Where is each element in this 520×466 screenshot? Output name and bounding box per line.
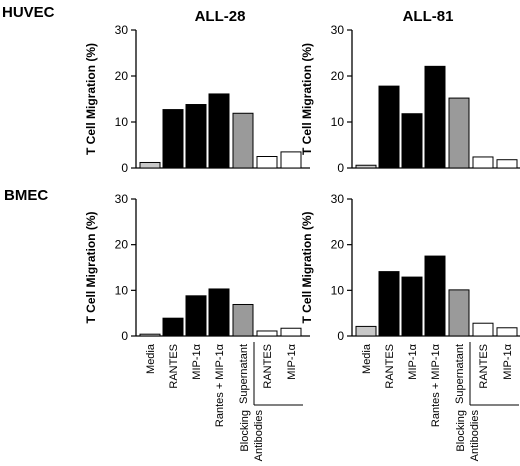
bar-bmec-all-28-4 — [232, 303, 254, 337]
y-tick-label-bmec-all-81: 30 — [331, 192, 345, 206]
column-title-all-81: ALL-81 — [402, 8, 454, 25]
y-tick-label-bmec-all-28: 10 — [115, 283, 129, 297]
group-label-line1-left: Blocking — [239, 410, 251, 452]
bar-bmec-all-81-0 — [355, 325, 377, 337]
x-tick-label-right-6: MIP-1α — [502, 343, 514, 379]
x-tick-label-left-6: MIP-1α — [286, 343, 298, 379]
y-tick-label-bmec-all-28: 20 — [115, 238, 129, 252]
bar-bmec-all-28-2 — [185, 295, 207, 337]
bar-huvec-all-81-4 — [448, 97, 470, 169]
bar-bmec-all-28-1 — [162, 317, 184, 337]
x-tick-label-left-3: Rantes + MIP-1α — [214, 343, 226, 427]
bar-bmec-all-28-5 — [256, 330, 278, 337]
x-tick-label-right-2: MIP-1α — [407, 343, 419, 379]
group-label-line2-left: Antibodies — [253, 410, 265, 462]
y-tick-label-huvec-all-28: 20 — [115, 69, 129, 83]
bar-huvec-all-28-0 — [139, 161, 161, 169]
bar-huvec-all-81-0 — [355, 164, 377, 169]
y-tick-label-huvec-all-81: 0 — [337, 161, 344, 175]
x-tick-label-right-0: Media — [361, 343, 373, 374]
y-tick-label-bmec-all-81: 20 — [331, 238, 345, 252]
y-tick-label-huvec-all-81: 10 — [331, 115, 345, 129]
bar-huvec-all-28-1 — [162, 109, 184, 169]
y-tick-label-huvec-all-28: 30 — [115, 23, 129, 37]
y-axis-title-bmec-all-28: T Cell Migration (%) — [84, 212, 98, 324]
group-label-line2-right: Antibodies — [469, 410, 481, 462]
bar-bmec-all-81-4 — [448, 289, 470, 337]
y-tick-label-huvec-all-81: 30 — [331, 23, 345, 37]
group-label-line1-right: Blocking — [455, 410, 467, 452]
x-tick-label-right-1: RANTES — [384, 344, 396, 389]
x-tick-label-left-5: RANTES — [262, 344, 274, 389]
bar-bmec-all-81-5 — [472, 322, 494, 337]
bar-huvec-all-28-3 — [208, 93, 230, 169]
bar-bmec-all-28-0 — [139, 333, 161, 337]
bar-huvec-all-28-4 — [232, 112, 254, 169]
x-tick-label-left-2: MIP-1α — [191, 343, 203, 379]
bar-huvec-all-28-2 — [185, 104, 207, 169]
bar-huvec-all-81-5 — [472, 156, 494, 169]
bar-huvec-all-81-1 — [378, 85, 400, 169]
bar-bmec-all-28-6 — [280, 327, 302, 337]
bar-bmec-all-28-3 — [208, 288, 230, 337]
x-tick-label-right-3: Rantes + MIP-1α — [430, 343, 442, 427]
x-tick-label-left-4: Supernatant — [238, 344, 250, 404]
bar-huvec-all-81-6 — [496, 159, 518, 169]
bar-bmec-all-81-6 — [496, 327, 518, 337]
column-title-all-28: ALL-28 — [194, 8, 246, 25]
bar-huvec-all-28-5 — [256, 156, 278, 169]
x-tick-label-left-0: Media — [145, 343, 157, 374]
bar-huvec-all-28-6 — [280, 151, 302, 169]
y-axis-title-huvec-all-81: T Cell Migration (%) — [300, 43, 314, 155]
y-tick-label-huvec-all-28: 10 — [115, 115, 129, 129]
bar-bmec-all-81-2 — [401, 276, 423, 337]
x-tick-label-left-1: RANTES — [168, 344, 180, 389]
y-tick-label-bmec-all-81: 0 — [337, 329, 344, 343]
y-tick-label-huvec-all-28: 0 — [121, 161, 128, 175]
y-axis-title-huvec-all-28: T Cell Migration (%) — [84, 43, 98, 155]
row-label-bmec: BMEC — [4, 187, 49, 204]
y-tick-label-bmec-all-28: 30 — [115, 192, 129, 206]
bar-huvec-all-81-3 — [424, 65, 446, 169]
bar-huvec-all-81-2 — [401, 113, 423, 169]
bar-bmec-all-81-3 — [424, 255, 446, 337]
y-axis-title-bmec-all-81: T Cell Migration (%) — [300, 212, 314, 324]
x-tick-label-right-4: Supernatant — [454, 344, 466, 404]
y-tick-label-bmec-all-81: 10 — [331, 283, 345, 297]
row-label-huvec: HUVEC — [2, 4, 55, 21]
x-tick-label-right-5: RANTES — [478, 344, 490, 389]
y-tick-label-bmec-all-28: 0 — [121, 329, 128, 343]
bar-bmec-all-81-1 — [378, 271, 400, 337]
y-tick-label-huvec-all-81: 20 — [331, 69, 345, 83]
